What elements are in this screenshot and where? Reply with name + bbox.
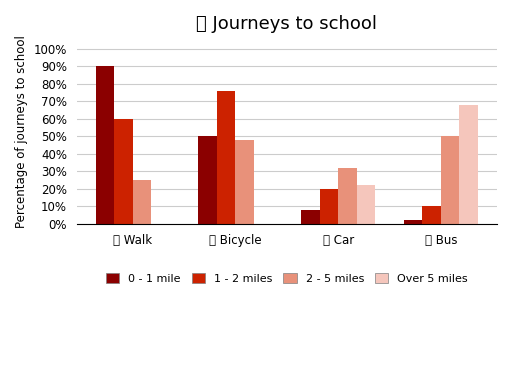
Legend: 0 - 1 mile, 1 - 2 miles, 2 - 5 miles, Over 5 miles: 0 - 1 mile, 1 - 2 miles, 2 - 5 miles, Ov… [101, 269, 472, 288]
Bar [114, 119, 133, 224]
Bar [217, 91, 236, 224]
Y-axis label: Percentage of journeys to school: Percentage of journeys to school [15, 36, 28, 228]
Title: 🏫 Journeys to school: 🏫 Journeys to school [196, 15, 377, 33]
Bar [338, 168, 357, 224]
Bar [422, 206, 441, 224]
Bar [404, 221, 422, 224]
Bar [133, 180, 151, 224]
Bar [441, 137, 459, 224]
Bar [459, 105, 478, 224]
Bar [96, 66, 114, 224]
Bar [301, 210, 319, 224]
Bar [199, 137, 217, 224]
Bar [357, 185, 375, 224]
Bar [319, 189, 338, 224]
Bar [236, 140, 254, 224]
